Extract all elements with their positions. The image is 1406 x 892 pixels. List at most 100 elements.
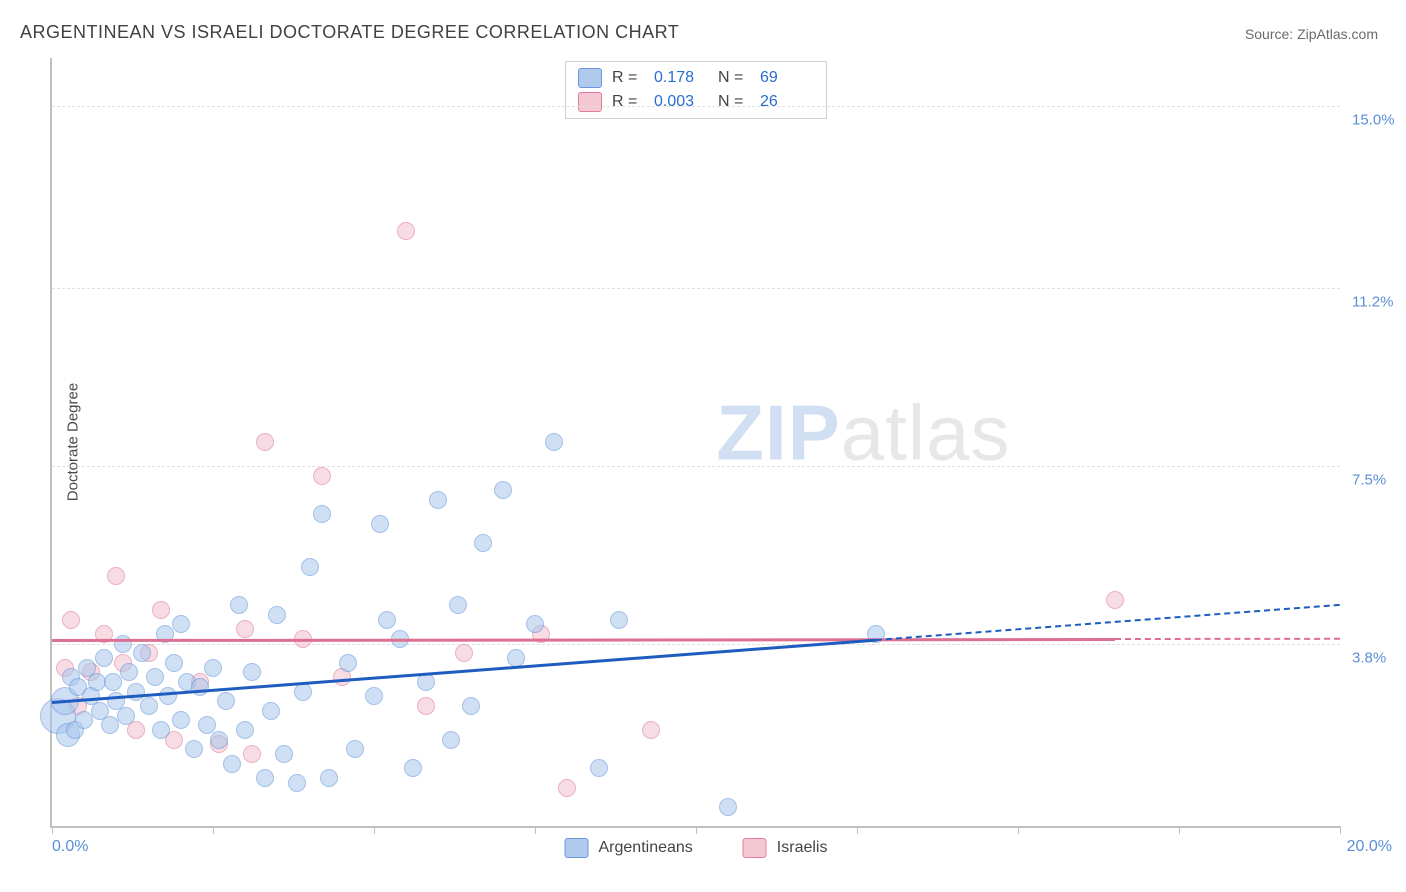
x-tick — [1179, 826, 1180, 834]
scatter-point-argentineans — [507, 649, 525, 667]
scatter-point-argentineans — [268, 606, 286, 624]
scatter-point-argentineans — [146, 668, 164, 686]
scatter-point-argentineans — [313, 505, 331, 523]
scatter-point-argentineans — [365, 687, 383, 705]
scatter-point-argentineans — [275, 745, 293, 763]
scatter-point-argentineans — [101, 716, 119, 734]
scatter-point-argentineans — [545, 433, 563, 451]
legend-swatch — [578, 92, 602, 112]
legend-swatch — [743, 838, 767, 858]
scatter-point-argentineans — [442, 731, 460, 749]
scatter-point-argentineans — [185, 740, 203, 758]
scatter-point-argentineans — [590, 759, 608, 777]
legend-series-item: Israelis — [743, 838, 828, 858]
scatter-point-israelis — [62, 611, 80, 629]
source-label: Source: ZipAtlas.com — [1245, 26, 1378, 42]
legend-r-label: R = — [612, 93, 644, 111]
scatter-point-israelis — [558, 779, 576, 797]
plot-area: Doctorate Degree ZIPatlas R = 0.178 N = … — [50, 58, 1340, 828]
y-axis-title: Doctorate Degree — [65, 383, 82, 501]
scatter-point-argentineans — [288, 774, 306, 792]
scatter-point-israelis — [107, 567, 125, 585]
watermark: ZIPatlas — [716, 387, 1010, 478]
scatter-point-israelis — [152, 601, 170, 619]
scatter-point-argentineans — [301, 558, 319, 576]
scatter-point-argentineans — [95, 649, 113, 667]
scatter-point-argentineans — [114, 635, 132, 653]
scatter-point-argentineans — [339, 654, 357, 672]
x-tick — [213, 826, 214, 834]
legend-series-label: Israelis — [777, 839, 828, 857]
x-tick — [52, 826, 53, 834]
gridline — [52, 644, 1340, 645]
scatter-point-argentineans — [152, 721, 170, 739]
scatter-point-argentineans — [210, 731, 228, 749]
watermark-zip: ZIP — [716, 388, 840, 476]
legend-stats-row: R = 0.178 N = 69 — [578, 66, 814, 90]
scatter-point-israelis — [397, 222, 415, 240]
scatter-point-argentineans — [204, 659, 222, 677]
scatter-point-israelis — [642, 721, 660, 739]
legend-r-label: R = — [612, 69, 644, 87]
scatter-point-argentineans — [262, 702, 280, 720]
legend-n-label: N = — [718, 93, 750, 111]
gridline — [52, 466, 1340, 467]
scatter-point-argentineans — [133, 644, 151, 662]
scatter-point-argentineans — [127, 683, 145, 701]
trend-line — [876, 604, 1340, 641]
trend-line — [1115, 638, 1340, 640]
scatter-point-argentineans — [117, 707, 135, 725]
legend-series: Argentineans Israelis — [565, 838, 828, 858]
legend-series-item: Argentineans — [565, 838, 693, 858]
x-axis-min-label: 0.0% — [52, 838, 88, 856]
scatter-point-israelis — [243, 745, 261, 763]
scatter-point-argentineans — [371, 515, 389, 533]
scatter-point-argentineans — [223, 755, 241, 773]
scatter-point-argentineans — [165, 654, 183, 672]
scatter-point-argentineans — [172, 711, 190, 729]
legend-r-value: 0.003 — [654, 93, 708, 111]
x-tick — [535, 826, 536, 834]
scatter-point-argentineans — [474, 534, 492, 552]
scatter-point-argentineans — [610, 611, 628, 629]
x-tick — [1018, 826, 1019, 834]
scatter-point-israelis — [313, 467, 331, 485]
scatter-point-argentineans — [404, 759, 422, 777]
scatter-point-argentineans — [429, 491, 447, 509]
scatter-point-argentineans — [191, 678, 209, 696]
scatter-point-argentineans — [526, 615, 544, 633]
scatter-point-israelis — [417, 697, 435, 715]
x-tick — [1340, 826, 1341, 834]
scatter-point-argentineans — [346, 740, 364, 758]
scatter-point-argentineans — [294, 683, 312, 701]
scatter-point-argentineans — [159, 687, 177, 705]
scatter-point-argentineans — [104, 673, 122, 691]
scatter-point-argentineans — [172, 615, 190, 633]
scatter-point-argentineans — [449, 596, 467, 614]
scatter-point-argentineans — [719, 798, 737, 816]
y-tick-label: 3.8% — [1352, 649, 1386, 666]
scatter-point-argentineans — [236, 721, 254, 739]
scatter-point-argentineans — [75, 711, 93, 729]
scatter-point-argentineans — [198, 716, 216, 734]
chart-container: ARGENTINEAN VS ISRAELI DOCTORATE DEGREE … — [0, 0, 1406, 892]
legend-n-value: 26 — [760, 93, 814, 111]
scatter-point-argentineans — [217, 692, 235, 710]
gridline — [52, 288, 1340, 289]
legend-stats-row: R = 0.003 N = 26 — [578, 90, 814, 114]
y-tick-label: 7.5% — [1352, 472, 1386, 489]
scatter-point-israelis — [1106, 591, 1124, 609]
scatter-point-argentineans — [320, 769, 338, 787]
scatter-point-argentineans — [462, 697, 480, 715]
scatter-point-israelis — [455, 644, 473, 662]
y-tick-label: 15.0% — [1352, 112, 1395, 129]
x-tick — [696, 826, 697, 834]
x-axis-max-label: 20.0% — [1347, 838, 1392, 856]
watermark-atlas: atlas — [841, 388, 1011, 476]
y-tick-label: 11.2% — [1352, 294, 1393, 311]
x-tick — [374, 826, 375, 834]
legend-swatch — [578, 68, 602, 88]
scatter-point-argentineans — [378, 611, 396, 629]
legend-n-label: N = — [718, 69, 750, 87]
scatter-point-argentineans — [230, 596, 248, 614]
